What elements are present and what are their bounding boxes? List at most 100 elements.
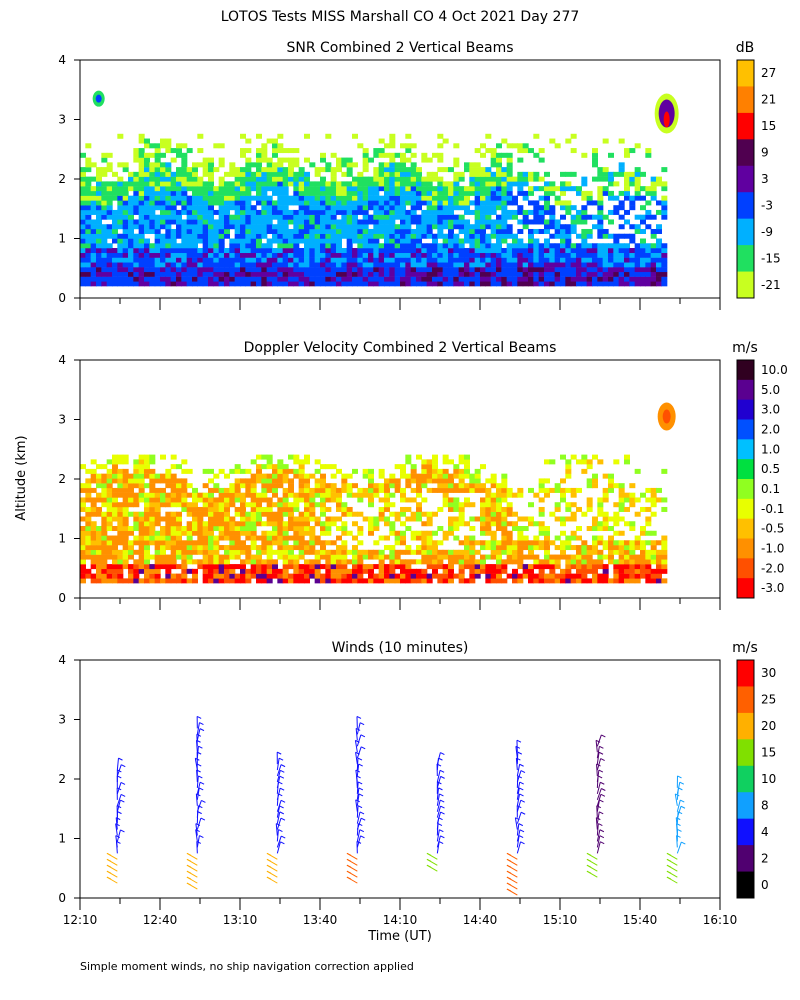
snr-cell <box>640 219 646 225</box>
doppler-cell <box>208 554 214 560</box>
doppler-cell <box>453 573 460 579</box>
snr-cell <box>90 238 97 244</box>
snr-cell <box>298 271 305 277</box>
wind-barb-flag <box>357 757 363 761</box>
snr-cell <box>197 176 204 182</box>
snr-cell <box>325 248 332 254</box>
snr-cell <box>218 281 225 287</box>
doppler-cell <box>400 473 406 479</box>
snr-cell <box>192 252 198 258</box>
doppler-cell <box>592 540 598 546</box>
doppler-cell <box>293 468 300 474</box>
snr-cell <box>170 257 177 263</box>
snr-cell <box>336 281 342 287</box>
doppler-cell <box>426 549 433 555</box>
doppler-cell <box>570 454 577 460</box>
snr-cell <box>400 224 406 230</box>
doppler-cell <box>597 535 604 541</box>
snr-cell <box>154 171 161 177</box>
snr-cell <box>618 276 625 282</box>
snr-cell <box>80 171 86 177</box>
doppler-cell <box>597 506 604 512</box>
snr-cell <box>368 248 374 254</box>
doppler-cell <box>586 459 593 465</box>
snr-cell <box>618 243 625 249</box>
doppler-cell <box>234 506 241 512</box>
snr-cell <box>154 152 161 158</box>
doppler-cell <box>368 554 374 560</box>
snr-cell <box>426 200 433 206</box>
doppler-cell <box>213 473 220 479</box>
doppler-cell <box>293 497 300 503</box>
doppler-cell <box>629 497 636 503</box>
doppler-cell <box>512 568 518 574</box>
doppler-cell <box>314 459 321 465</box>
snr-cell <box>261 157 268 163</box>
snr-cell <box>496 195 502 201</box>
doppler-cell <box>469 516 476 522</box>
snr-cell <box>384 238 390 244</box>
snr-cell <box>234 238 241 244</box>
snr-cell <box>240 200 246 206</box>
doppler-cell <box>341 511 348 517</box>
snr-cell <box>506 167 513 173</box>
doppler-cell <box>165 564 172 570</box>
snr-cell <box>138 167 145 173</box>
snr-cell <box>117 214 124 220</box>
doppler-cell <box>181 545 188 551</box>
snr-cell <box>341 181 348 187</box>
doppler-cell <box>368 516 374 522</box>
snr-cell <box>453 171 460 177</box>
snr-cell <box>464 224 470 230</box>
wind-barb-flag <box>600 781 605 785</box>
snr-cell <box>405 271 412 277</box>
snr-cell <box>144 190 150 196</box>
doppler-cell <box>309 526 316 532</box>
snr-cell <box>389 214 396 220</box>
doppler-cell <box>149 492 156 498</box>
snr-cell <box>256 257 262 263</box>
snr-cell <box>352 224 358 230</box>
snr-cell <box>90 276 97 282</box>
snr-cell <box>661 200 668 206</box>
snr-cell <box>432 271 438 277</box>
snr-cell <box>512 267 518 273</box>
snr-cell <box>256 281 262 287</box>
doppler-cell <box>213 578 220 584</box>
doppler-cell <box>469 535 476 541</box>
wind-barb <box>595 817 598 830</box>
snr-cell <box>149 224 156 230</box>
snr-cell <box>554 248 561 254</box>
snr-cell <box>341 214 348 220</box>
snr-cell <box>656 209 662 215</box>
snr-cell <box>437 133 444 139</box>
wind-barb-flag <box>598 751 604 755</box>
snr-cell <box>122 162 129 168</box>
snr-cell <box>122 248 129 254</box>
snr-cell <box>522 171 529 177</box>
doppler-cell <box>282 549 289 555</box>
doppler-cell <box>133 578 140 584</box>
snr-cell <box>485 133 492 139</box>
doppler-cell <box>117 511 124 517</box>
doppler-cell <box>410 516 417 522</box>
wind-barb-flag <box>599 745 604 749</box>
snr-cell <box>197 276 204 282</box>
doppler-cell <box>512 511 518 517</box>
doppler-cell <box>485 578 492 584</box>
snr-cell <box>122 186 129 192</box>
snr-cell <box>384 257 390 263</box>
doppler-cell <box>464 468 470 474</box>
snr-cell <box>517 281 524 287</box>
snr-cell <box>165 271 172 277</box>
doppler-cell <box>421 468 428 474</box>
doppler-cell <box>138 516 145 522</box>
doppler-cell <box>186 535 193 541</box>
snr-cell <box>512 181 518 187</box>
doppler-cell <box>485 573 492 579</box>
snr-cell <box>144 152 150 158</box>
snr-cell <box>192 171 198 177</box>
doppler-cell <box>304 454 310 460</box>
doppler-cell <box>485 521 492 527</box>
doppler-cell <box>549 540 556 546</box>
